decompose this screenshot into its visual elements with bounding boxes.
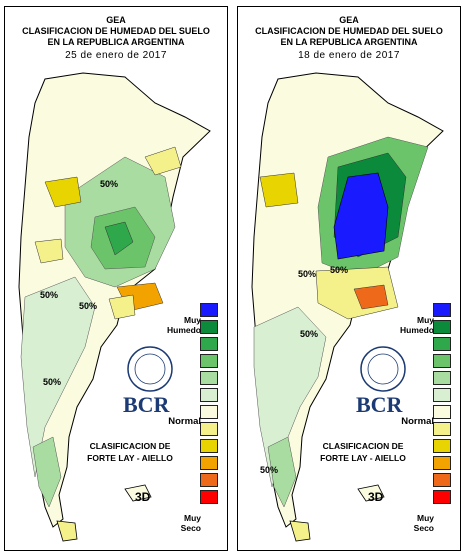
legend-swatch (433, 303, 451, 317)
map-region-lightgreen (253, 306, 327, 488)
legend-bottom-label-2: Seco (413, 523, 434, 533)
3d-logo-text: 3D (135, 490, 151, 504)
legend-swatch (200, 303, 218, 317)
legend-swatch (433, 439, 451, 453)
map-region-yellow-north (144, 146, 182, 176)
panel-title-line1: CLASIFICACION DE HUMEDAD DEL SUELO (255, 26, 443, 36)
bcr-seal-inner (367, 353, 399, 385)
legend-scale (200, 303, 218, 507)
legend-swatch (433, 388, 451, 402)
contour-label: 50% (298, 269, 317, 279)
legend-swatch (200, 354, 218, 368)
legend-swatch (200, 388, 218, 402)
contour-label: 50% (300, 329, 319, 339)
map-region-blue (333, 172, 389, 260)
legend-mid-label: Normal (401, 416, 434, 427)
map-region-lightgreen (20, 276, 96, 478)
legend-bottom-label-2: Seco (180, 523, 201, 533)
legend-mid-label: Normal (168, 416, 201, 427)
panel-org: GEA (339, 15, 359, 25)
legend-swatch (433, 337, 451, 351)
legend-top-label-1: Muy (184, 315, 201, 325)
legend-swatch (433, 456, 451, 470)
classification-line2: FORTE LAY - AIELLO (320, 453, 406, 463)
bcr-seal-inner (134, 353, 166, 385)
map-region-orange-east (353, 284, 389, 310)
map-malvinas (124, 484, 152, 502)
legend-swatch (200, 371, 218, 385)
legend-swatch (200, 320, 218, 334)
panel-title-line1: CLASIFICACION DE HUMEDAD DEL SUELO (22, 26, 210, 36)
panel-org: GEA (106, 15, 126, 25)
map-region-yellow-nw (44, 176, 82, 208)
panel-title-line2: EN LA REPUBLICA ARGENTINA (280, 37, 418, 47)
map-region-darkgreen (104, 221, 134, 256)
map-panel-left: GEA CLASIFICACION DE HUMEDAD DEL SUELO E… (4, 6, 228, 551)
legend-swatch (200, 456, 218, 470)
legend-swatch (433, 422, 451, 436)
legend-swatch (433, 405, 451, 419)
legend-swatch (200, 473, 218, 487)
3d-logo-text: 3D (368, 490, 384, 504)
legend-top-label-2: Humedo (167, 325, 201, 335)
contour-label: 50% (43, 377, 62, 387)
classification-line1: CLASIFICACION DE (89, 441, 171, 451)
argentina-map-left (18, 72, 211, 542)
classification-line2: FORTE LAY - AIELLO (87, 453, 173, 463)
bcr-seal (360, 346, 406, 392)
legend-top-label-1: Muy (417, 315, 434, 325)
map-region-yellow-center (34, 238, 64, 264)
map-tierra-del-fuego (289, 520, 311, 542)
legend-top-label-2: Humedo (400, 325, 434, 335)
legend-bottom-label-1: Muy (417, 513, 434, 523)
bcr-seal (127, 346, 173, 392)
classification-line1: CLASIFICACION DE (322, 441, 404, 451)
legend-scale (433, 303, 451, 507)
map-region-yellow-east (108, 294, 136, 320)
legend-swatch (200, 405, 218, 419)
legend-bottom-label-1: Muy (184, 513, 201, 523)
legend-swatch (200, 422, 218, 436)
map-tierra-del-fuego (56, 520, 78, 542)
legend-swatch (433, 354, 451, 368)
legend-swatch (433, 473, 451, 487)
map-malvinas (357, 484, 385, 502)
contour-label: 50% (40, 290, 59, 300)
legend-swatch (200, 337, 218, 351)
panel-date: 18 de enero de 2017 (298, 50, 400, 61)
contour-label: 50% (260, 465, 279, 475)
panel-date: 25 de enero de 2017 (65, 50, 167, 61)
legend-swatch (433, 371, 451, 385)
contour-label: 50% (100, 179, 119, 189)
map-panel-right: GEA CLASIFICACION DE HUMEDAD DEL SUELO E… (237, 6, 461, 551)
legend-swatch (433, 320, 451, 334)
map-region-green-south (32, 436, 62, 508)
legend-swatch (200, 439, 218, 453)
argentina-map-right (251, 72, 444, 542)
bcr-logo-text: BCR (356, 392, 403, 417)
map-region-green-south (267, 436, 297, 508)
legend-swatch (433, 490, 451, 504)
legend-swatch (200, 490, 218, 504)
map-region-yellow-nw (259, 172, 299, 208)
contour-label: 50% (79, 301, 98, 311)
panel-title-line2: EN LA REPUBLICA ARGENTINA (47, 37, 185, 47)
contour-label: 50% (330, 265, 349, 275)
bcr-logo-text: BCR (123, 392, 170, 417)
